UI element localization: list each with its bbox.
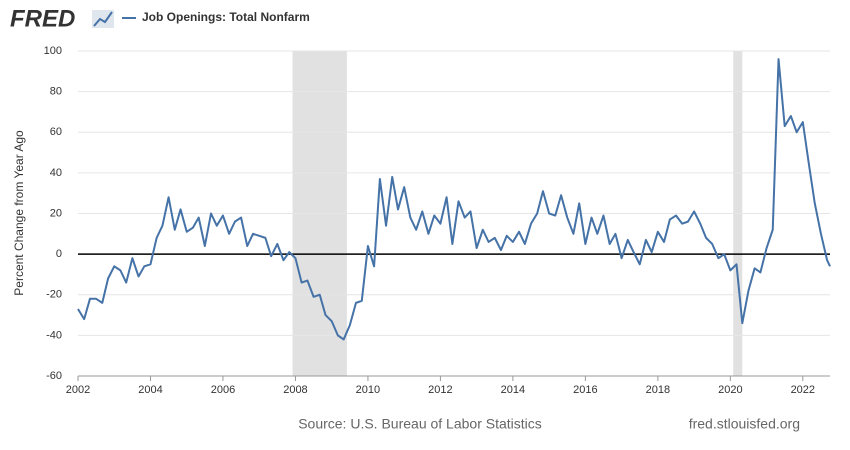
y-tick-label: 0 (56, 248, 62, 260)
y-tick-label: 40 (50, 167, 62, 179)
x-tick-label: 2002 (66, 384, 90, 396)
y-tick-label: 60 (50, 126, 62, 138)
x-tick-label: 2014 (501, 384, 525, 396)
y-tick-label: 20 (50, 207, 62, 219)
y-tick-label: -60 (46, 370, 62, 382)
y-tick-label: 100 (44, 45, 62, 57)
x-tick-label: 2018 (646, 384, 670, 396)
legend-label: Job Openings: Total Nonfarm (142, 10, 310, 24)
y-tick-label: -20 (46, 289, 62, 301)
source: Source: U.S. Bureau of Labor Statistics (298, 416, 542, 432)
logo: FRED (10, 5, 75, 32)
x-tick-label: 2006 (211, 384, 235, 396)
x-tick-label: 2020 (718, 384, 742, 396)
y-axis-label: Percent Change from Year Ago (12, 130, 26, 296)
logo-icon-line (93, 11, 113, 27)
logo-icon-box (92, 10, 114, 28)
x-tick-label: 2008 (283, 384, 307, 396)
x-tick-label: 2022 (791, 384, 815, 396)
y-tick-label: -40 (46, 329, 62, 341)
x-tick-label: 2012 (428, 384, 452, 396)
y-tick-label: 80 (50, 86, 62, 98)
site: fred.stlouisfed.org (689, 416, 800, 432)
logo-icon (92, 10, 114, 28)
x-tick-label: 2004 (138, 384, 162, 396)
series-line (77, 58, 831, 341)
x-tick-label: 2010 (356, 384, 380, 396)
x-tick-label: 2016 (573, 384, 597, 396)
